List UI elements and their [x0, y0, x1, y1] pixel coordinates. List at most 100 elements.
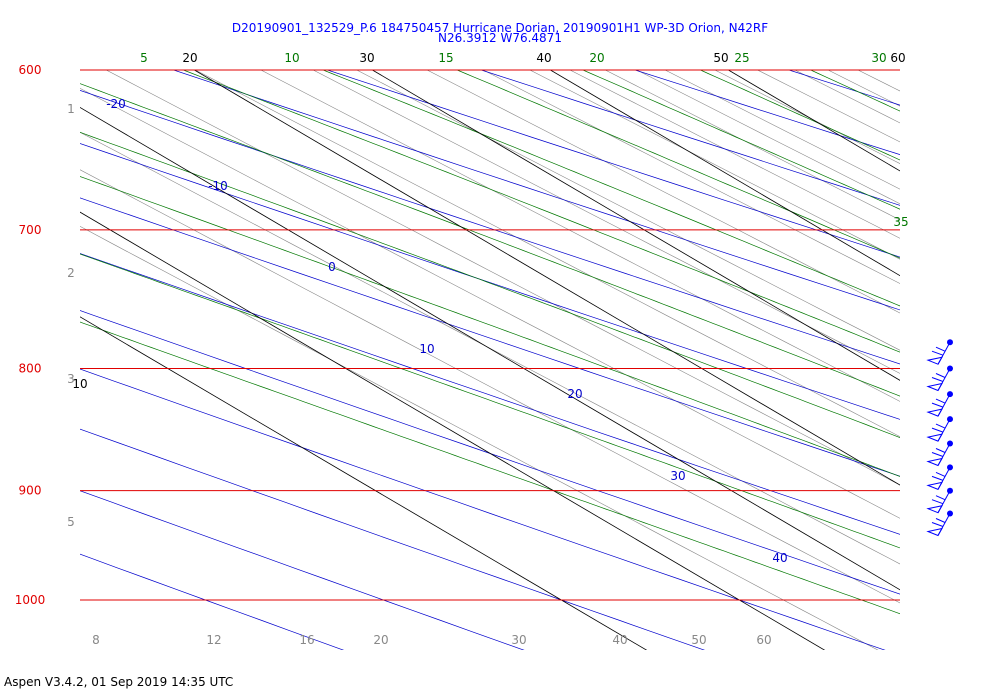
dry-adiabat-label: 20 [567, 387, 582, 401]
isotherm-line [963, 0, 1000, 70]
mixing-ratio-line [529, 70, 900, 260]
footer-version-timestamp: Aspen V3.4.2, 01 Sep 2019 14:35 UTC [4, 675, 234, 689]
mixing-ratio-line [884, 35, 1000, 651]
wind-barb-pennant [926, 527, 943, 537]
mixing-ratio-line [923, 35, 1000, 651]
mixing-ratio-line [756, 70, 900, 143]
wind-barb-pennant [926, 356, 943, 365]
dry-adiabat-line [773, 17, 1000, 661]
isotherm-label: 40 [536, 51, 551, 65]
pressure-tick-label: 900 [19, 484, 42, 498]
moist-adiabat-label: 20 [589, 51, 604, 65]
mixing-ratio-line [194, 70, 900, 438]
mixing-ratio-label: 30 [511, 633, 526, 647]
moist-adiabat-line [80, 321, 900, 615]
mixing-ratio-label: 8 [92, 633, 100, 647]
mixing-ratio-line [636, 70, 900, 205]
wind-barb-flag [935, 423, 946, 429]
wind-barb [926, 339, 953, 365]
dry-adiabat-line [80, 428, 706, 650]
isotherm-line [80, 106, 900, 591]
isotherm-label: 60 [890, 51, 905, 65]
isotherm-line [80, 316, 648, 650]
mixing-ratio-line [857, 70, 900, 92]
wind-barb-flag [931, 427, 944, 433]
wind-barb-pennant [926, 382, 943, 392]
moist-adiabat-line [456, 70, 900, 259]
dry-adiabat-line [925, 17, 1000, 661]
moist-adiabat-line [80, 131, 900, 438]
isotherm-label: 20 [182, 51, 197, 65]
wind-barb [926, 391, 953, 417]
wind-barb-flag [931, 402, 944, 408]
wind-barb-flag [935, 448, 946, 453]
mixing-ratio-line [80, 131, 900, 565]
mixing-ratio-line [794, 70, 900, 124]
wind-barb-flag [935, 373, 946, 378]
dry-adiabat-label: 40 [772, 551, 787, 565]
isotherm-label: 30 [359, 51, 374, 65]
mixing-ratio-label: 16 [299, 633, 314, 647]
moist-adiabat-line [80, 83, 900, 397]
pressure-tick-label: 700 [19, 223, 42, 237]
mixing-ratio-line [80, 87, 900, 519]
wind-barb [926, 440, 953, 467]
wind-barb-pennant [926, 457, 943, 467]
dry-adiabat-label: -20 [106, 97, 126, 111]
isotherm-line [0, 0, 16, 70]
moist-adiabat-label: 5 [140, 51, 148, 65]
wind-barb-flag [935, 398, 946, 404]
wind-barb-pennant [926, 481, 943, 491]
wind-barb-flag [931, 452, 944, 457]
mixing-ratio-line [80, 169, 900, 604]
dry-adiabat-label: 30 [670, 469, 685, 483]
dry-adiabat-line [80, 490, 525, 650]
wind-barb [926, 365, 953, 392]
wind-barb-flag [935, 518, 946, 523]
moist-adiabat-line [322, 70, 900, 307]
dry-adiabat-line [480, 70, 900, 206]
isotherm-label: 50 [713, 51, 728, 65]
moist-adiabat-label: 15 [438, 51, 453, 65]
chart-title-line1: D20190901_132529_P.6 184750457 Hurricane… [231, 21, 769, 35]
isotherm-line [371, 70, 373, 71]
isotherm-label: 10 [72, 377, 87, 391]
wind-barb [926, 464, 953, 491]
isotherm-line [194, 70, 900, 486]
dry-adiabat-line [80, 197, 900, 477]
left-axis-label: 1 [67, 102, 75, 116]
wind-barb-pennant [926, 504, 943, 514]
wind-barb [926, 416, 953, 442]
isotherm-line [80, 211, 826, 650]
pressure-tick-label: 800 [19, 361, 42, 375]
left-axis-label: 5 [67, 515, 75, 529]
wind-barbs [926, 339, 953, 537]
wind-barb [926, 510, 953, 537]
wind-barb-flag [931, 377, 944, 382]
left-axis-label: 3 [67, 372, 75, 386]
isotherm-line [193, 70, 195, 71]
dry-adiabat-label: 0 [328, 260, 336, 274]
isotherm-line [372, 70, 900, 381]
moist-adiabat-line [182, 70, 900, 353]
wind-barb-pennant [926, 433, 943, 442]
moist-adiabat-line [80, 253, 900, 549]
mixing-ratio-line [664, 70, 900, 190]
mixing-ratio-label: 40 [612, 633, 627, 647]
isotherm-line [550, 70, 900, 277]
moist-adiabat-label: 10 [284, 51, 299, 65]
mixing-ratio-line [80, 226, 879, 650]
mixing-ratio-line [840, 35, 1000, 651]
dry-adiabat-label: 10 [419, 342, 434, 356]
moist-adiabat-line [699, 70, 900, 161]
isotherm-line [906, 70, 1000, 661]
dry-adiabat-line [633, 70, 900, 155]
pressure-tick-label: 600 [19, 63, 42, 77]
wind-barb-pennant [926, 408, 943, 417]
dry-adiabat-line [80, 368, 886, 650]
mixing-ratio-line [356, 70, 900, 351]
mixing-ratio-line [105, 70, 900, 486]
moist-adiabat-line [582, 70, 900, 210]
wind-barb-flag [931, 522, 944, 527]
